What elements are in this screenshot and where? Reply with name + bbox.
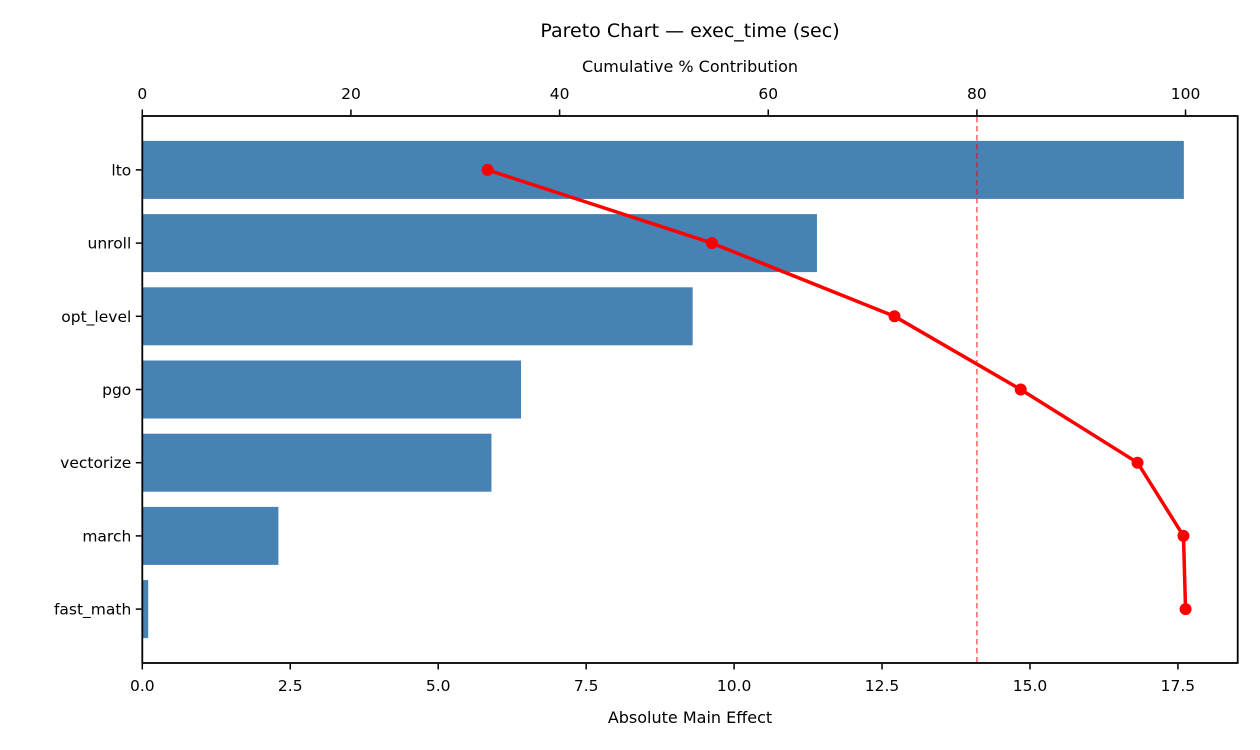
top-axis-tick-label: 100 [1171,85,1201,103]
bottom-axis-label: Absolute Main Effect [608,708,772,727]
bar-lto [142,140,1184,199]
top-axis-tick-label: 20 [341,85,361,103]
cumulative-point-unroll [705,237,718,250]
cumulative-point-march [1177,529,1190,542]
top-axis-tick-label: 60 [758,85,778,103]
y-axis-tick-label-opt_level: opt_level [61,308,131,327]
cumulative-line-group [481,163,1192,616]
bar-vectorize [142,433,492,492]
bar-opt_level [142,287,693,346]
bar-fast_math [142,580,149,639]
bottom-axis-tick-label: 5.0 [426,677,451,695]
bottom-axis-tick-label: 12.5 [865,677,900,695]
plot-spines-group [141,115,1239,664]
y-axis-tick-label-vectorize: vectorize [60,454,131,472]
cumulative-point-vectorize [1131,456,1144,469]
chart-title: Pareto Chart — exec_time (sec) [540,20,839,42]
y-axis-tick-label-march: march [82,527,131,545]
top-axis-tick-label: 80 [967,85,987,103]
y-axis-tick-label-unroll: unroll [88,235,132,253]
plot-border [141,115,1239,664]
y-axis-tick-label-fast_math: fast_math [54,601,131,620]
axis-ticks-group: 0 20 40 60 80 100 0.0 2.5 5.0 7.5 10.0 12.5 15.0 17.5… [54,85,1200,695]
top-axis-tick-label: 40 [550,85,570,103]
bottom-axis-tick-label: 2.5 [278,677,303,695]
bottom-axis-tick-label: 7.5 [574,677,599,695]
bar-pgo [142,360,522,419]
y-axis-tick-label-lto: lto [111,161,131,179]
bottom-axis-tick-label: 15.0 [1013,677,1048,695]
bar-march [142,506,279,565]
cumulative-point-lto [481,163,494,176]
top-axis-label: Cumulative % Contribution [582,57,798,76]
bar-unroll [142,214,817,273]
cumulative-point-fast_math [1179,603,1192,616]
y-axis-tick-label-pgo: pgo [102,381,131,399]
top-axis-tick-label: 0 [137,85,147,103]
bottom-axis-tick-label: 17.5 [1161,677,1196,695]
cumulative-point-opt_level [888,310,901,323]
cumulative-point-pgo [1014,383,1027,396]
bars-group [142,140,1184,639]
bottom-axis-tick-label: 0.0 [130,677,155,695]
bottom-axis-tick-label: 10.0 [717,677,752,695]
